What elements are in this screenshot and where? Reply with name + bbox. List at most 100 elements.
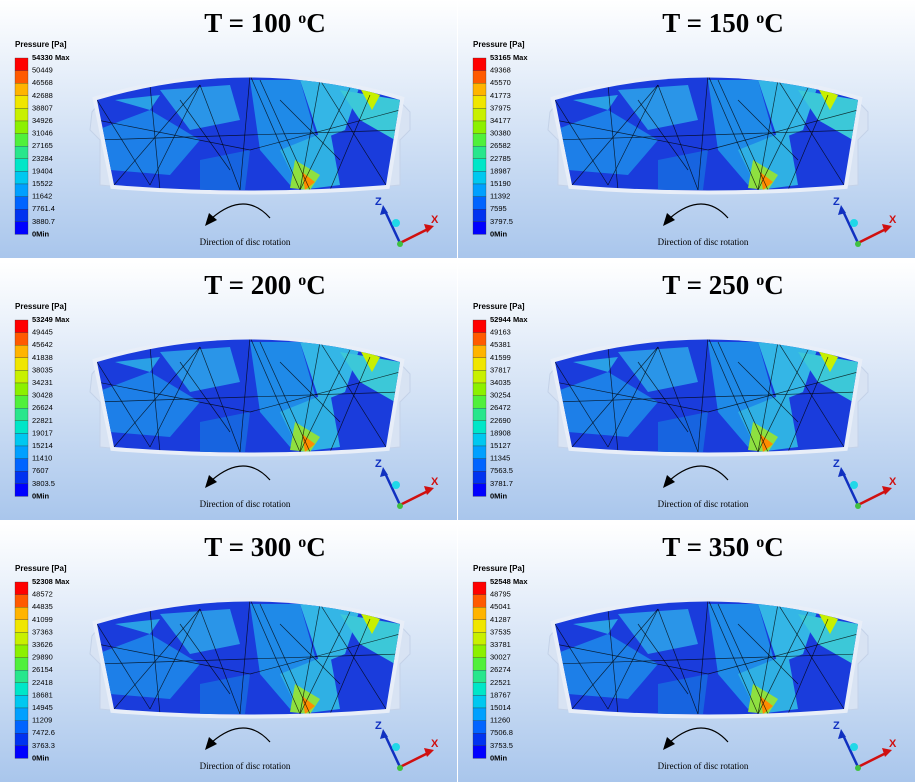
legend-swatch [472, 632, 487, 646]
pressure-region [200, 412, 250, 452]
mesh-line [555, 623, 609, 710]
legend-label: 3763.3 [32, 741, 55, 750]
axis-z-label: Z [375, 720, 382, 732]
axis-z-head [380, 729, 388, 739]
mesh-line [777, 341, 845, 448]
brake-pad [97, 601, 400, 715]
axis-z-label: Z [375, 458, 382, 470]
legend-swatch [14, 183, 29, 197]
mesh-line [697, 339, 709, 453]
legend-label: 49445 [32, 328, 53, 337]
arrow-head [205, 737, 217, 750]
legend-label: 45642 [32, 340, 53, 349]
brake-pad [555, 339, 858, 453]
legend-label: 54330 Max [32, 53, 70, 62]
pressure-region [340, 352, 400, 402]
mesh-line [179, 99, 231, 171]
mesh-line [329, 356, 371, 453]
legend-label: 37975 [490, 103, 511, 112]
legend-swatch [14, 120, 29, 134]
arrow-head [663, 737, 675, 750]
legend-swatch [14, 146, 29, 159]
mesh-line [299, 349, 351, 453]
legend-swatch [14, 370, 29, 384]
legend-label: 34177 [490, 116, 511, 125]
mesh-line [571, 608, 659, 710]
mesh-line [707, 371, 858, 413]
caption: Direction of disc rotation [200, 499, 291, 509]
legend-label: 45570 [490, 78, 511, 87]
legend-swatch [472, 70, 487, 84]
mesh-line [717, 341, 769, 453]
panel-title: T = 200 oC [204, 270, 325, 300]
caption: Direction of disc rotation [658, 761, 749, 771]
mesh-line [757, 349, 809, 453]
legend-label: 31046 [32, 129, 53, 138]
mesh-line [279, 361, 341, 423]
arrow-head [205, 475, 217, 488]
legend-label: 30380 [490, 129, 511, 138]
axis-origin [397, 241, 403, 247]
arrow-head [663, 475, 675, 488]
panel-title: T = 300 oC [204, 532, 325, 562]
mesh-line [97, 99, 151, 186]
legend-label: 15522 [32, 179, 53, 188]
pressure-region [760, 172, 773, 190]
mesh-line [179, 623, 231, 695]
mesh-line [777, 79, 845, 186]
mesh-line [299, 603, 321, 715]
legend-label: 53165 Max [490, 53, 528, 62]
legend-swatch [472, 209, 487, 222]
panel-title: T = 150 oC [662, 8, 783, 38]
legend-label: 33781 [490, 640, 511, 649]
pressure-region [115, 357, 160, 372]
legend-label: 27165 [32, 141, 53, 150]
title-unit: C [306, 270, 326, 300]
title-unit: C [764, 270, 784, 300]
mesh-line [707, 339, 759, 453]
axis-x [399, 751, 429, 769]
axis-z-head [380, 205, 388, 215]
arrow-head [663, 213, 675, 226]
legend-swatch [472, 357, 487, 371]
pressure-region [573, 357, 618, 372]
legend-swatch [472, 607, 487, 620]
legend-swatch [472, 644, 487, 658]
pressure-region [618, 347, 698, 392]
axis-z [383, 472, 402, 506]
pressure-region [798, 352, 858, 402]
mesh-line [319, 603, 387, 710]
legend-label: 41099 [32, 615, 53, 624]
legend-label: 11410 [32, 454, 52, 463]
mesh-line [707, 109, 858, 151]
legend-swatch [472, 319, 487, 333]
legend-label: 41287 [490, 615, 511, 624]
legend-swatch [472, 695, 487, 709]
mesh-line [571, 84, 659, 186]
mesh-line [249, 339, 301, 453]
legend-label: 3880.7 [32, 217, 55, 226]
legend-swatch [14, 345, 29, 358]
legend-swatch [14, 644, 29, 658]
mesh-line [717, 79, 769, 191]
axis-x-head [882, 224, 892, 233]
axis-y-ball [392, 743, 400, 751]
legend-label: 19404 [32, 166, 53, 175]
legend-swatch [472, 221, 487, 235]
mesh-line [757, 79, 779, 191]
axis-z-head [838, 467, 846, 477]
legend-swatch [472, 733, 487, 746]
axis-x-head [424, 224, 434, 233]
rotation-arrow [211, 203, 271, 219]
mesh-line [607, 608, 619, 715]
mesh-line [113, 346, 201, 448]
legend-label: 15127 [490, 441, 511, 450]
legend-label: 30428 [32, 391, 53, 400]
mesh-line [707, 633, 858, 675]
rotation-arrow [669, 465, 729, 481]
title-sup: o [756, 534, 764, 551]
legend-label: 41773 [490, 91, 511, 100]
legend-swatch [14, 158, 29, 172]
axis-z-head [380, 467, 388, 477]
legend-label: 11345 [490, 454, 510, 463]
